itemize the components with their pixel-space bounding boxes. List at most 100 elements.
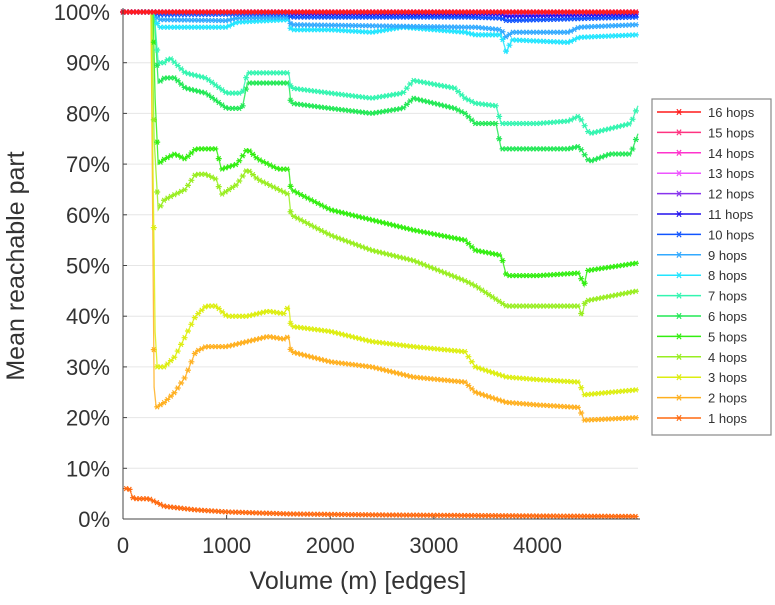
series-marker <box>174 77 181 84</box>
series-marker <box>338 209 345 216</box>
series-marker <box>461 237 468 243</box>
series-marker <box>675 333 683 340</box>
series-layer <box>120 9 639 520</box>
series-marker <box>229 16 236 22</box>
series-marker <box>424 98 431 105</box>
series-marker <box>675 170 683 177</box>
series-marker <box>675 272 683 279</box>
series-marker <box>215 155 222 162</box>
series-marker <box>287 320 294 327</box>
series-marker <box>431 100 438 107</box>
series-marker <box>178 81 185 87</box>
series-marker <box>444 103 451 110</box>
series-marker <box>499 28 506 35</box>
series-marker <box>325 358 332 365</box>
series-marker <box>311 355 318 361</box>
legend-label: 8 hops <box>708 268 748 283</box>
series-marker <box>287 183 294 190</box>
series-marker <box>178 66 185 72</box>
y-tick-label: 100% <box>54 0 110 25</box>
series-marker <box>191 350 198 357</box>
series-marker <box>328 328 335 335</box>
series-marker <box>284 80 291 86</box>
legend-item: 5 hops <box>657 329 748 344</box>
series-marker <box>342 210 349 217</box>
series-marker <box>335 208 342 215</box>
series-marker <box>297 351 304 358</box>
series-marker <box>626 121 633 127</box>
axes <box>122 8 640 520</box>
series-marker <box>191 72 198 78</box>
series-marker <box>574 25 581 31</box>
series-marker <box>198 89 205 95</box>
series-marker <box>383 220 390 227</box>
series-marker <box>420 229 427 235</box>
series-marker <box>578 275 585 282</box>
series-marker <box>167 357 174 364</box>
series-marker <box>465 30 472 36</box>
series-marker <box>352 334 359 341</box>
series-marker <box>184 85 191 92</box>
series-marker <box>226 17 233 23</box>
series-marker <box>438 82 445 89</box>
legend-item: 8 hops <box>657 268 748 283</box>
series-marker <box>632 136 639 143</box>
series-1-hops <box>123 485 639 520</box>
series-marker <box>355 213 362 220</box>
series-marker <box>675 374 683 381</box>
series-marker <box>253 336 260 343</box>
series-marker <box>304 353 311 359</box>
series-marker <box>157 78 164 84</box>
series-marker <box>629 289 636 295</box>
series-marker <box>632 513 639 520</box>
series-marker <box>246 312 253 319</box>
series-marker <box>154 139 161 145</box>
series-marker <box>629 146 636 152</box>
series-6-hops <box>120 9 639 164</box>
series-marker <box>390 222 397 228</box>
series-marker <box>578 410 585 416</box>
series-marker <box>174 62 181 69</box>
series-marker <box>332 329 339 336</box>
series-marker <box>161 59 168 66</box>
legend-label: 3 hops <box>708 370 748 385</box>
series-marker <box>675 210 683 218</box>
series-marker <box>465 353 472 360</box>
series-marker <box>574 270 581 276</box>
series-marker <box>198 74 205 80</box>
series-marker <box>345 211 352 218</box>
series-marker <box>328 207 335 213</box>
legend-item: 13 hops <box>657 166 755 181</box>
legend-item: 6 hops <box>657 309 748 324</box>
series-marker <box>410 95 417 102</box>
series-marker <box>581 151 588 158</box>
legend-item: 9 hops <box>657 248 748 263</box>
series-marker <box>400 255 407 261</box>
legend-label: 11 hops <box>708 207 754 222</box>
series-marker <box>444 84 451 90</box>
series-marker <box>574 113 581 120</box>
series-marker <box>448 234 455 241</box>
series-marker <box>236 178 243 184</box>
legend-item: 16 hops <box>657 105 755 120</box>
series-marker <box>427 230 434 237</box>
series-marker <box>567 145 574 152</box>
series-marker <box>236 340 243 347</box>
series-marker <box>574 143 581 150</box>
series-marker <box>157 159 164 165</box>
series-marker <box>451 235 458 241</box>
series-marker <box>184 367 191 373</box>
series-marker <box>164 361 171 367</box>
series-marker <box>232 341 239 348</box>
x-axis-label: Volume (m) [edges] <box>250 567 467 595</box>
series-marker <box>496 252 503 258</box>
series-marker <box>578 146 585 153</box>
series-marker <box>219 309 226 315</box>
legend-label: 7 hops <box>708 289 748 304</box>
series-marker <box>475 248 482 254</box>
series-marker <box>284 305 291 312</box>
series-marker <box>188 321 195 328</box>
series-marker <box>256 335 263 342</box>
series-marker <box>355 335 362 342</box>
legend-label: 15 hops <box>708 125 755 140</box>
